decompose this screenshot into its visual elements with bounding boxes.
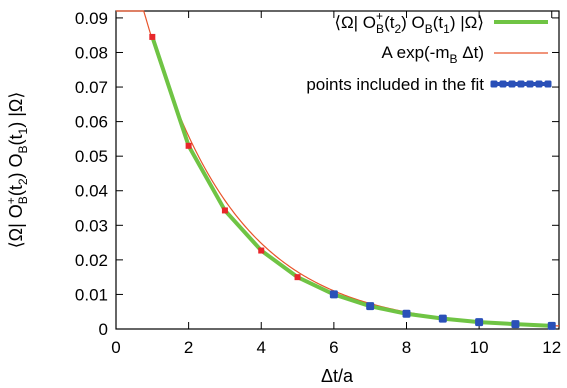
- legend-fit-marker: [544, 80, 552, 88]
- x-tick-labels: 0 2 4 6 8 10 12: [111, 338, 561, 357]
- y-tick-label: 0.07: [75, 78, 108, 97]
- legend-label-fit-points: points included in the fit: [306, 75, 484, 94]
- fit-points: [329, 290, 556, 330]
- plot-frame: [115, 10, 560, 330]
- data-point: [149, 33, 156, 40]
- fit-point: [402, 309, 411, 318]
- legend-fit-marker: [508, 80, 516, 88]
- fit-point: [438, 314, 447, 323]
- legend-fit-marker: [499, 80, 507, 88]
- y-tick-label: 0.01: [75, 285, 108, 304]
- y-tick-label: 0.06: [75, 113, 108, 132]
- y-tick-label: 0.04: [75, 182, 108, 201]
- x-tick-label: 12: [542, 338, 561, 357]
- legend-fit-marker: [535, 80, 543, 88]
- fit-point: [511, 320, 520, 329]
- x-tick-label: 10: [470, 338, 489, 357]
- y-tick-label: 0.08: [75, 43, 108, 62]
- fit-point: [475, 318, 484, 327]
- data-point: [294, 274, 301, 281]
- legend: ⟨Ω| O+ B(t2) OB(t1) |Ω⟩ A exp(-mB Δt) poi…: [306, 9, 552, 94]
- x-tick-label: 0: [111, 338, 120, 357]
- data-point: [258, 247, 265, 254]
- legend-label-data: ⟨Ω| O+ B(t2) OB(t1) |Ω⟩: [334, 9, 484, 36]
- x-tick-label: 2: [184, 338, 193, 357]
- y-tick-labels: 0 0.01 0.02 0.03 0.04 0.05 0.06 0.07 0.08 0.09: [75, 9, 108, 339]
- data-series-line: [150, 36, 552, 328]
- legend-fit-marker: [517, 80, 525, 88]
- legend-fit-marker: [490, 80, 498, 88]
- x-tick-label: 6: [329, 338, 338, 357]
- y-tick-label: 0.09: [75, 9, 108, 28]
- fit-curve-line: [116, 10, 560, 327]
- y-tick-label: 0: [99, 320, 108, 339]
- y-axis-title: ⟨Ω| O+B(t2) OB(t1) |Ω⟩: [4, 92, 30, 249]
- x-tick-label: 4: [257, 338, 266, 357]
- data-point: [185, 142, 192, 149]
- fit-point: [547, 321, 556, 330]
- y-tick-label: 0.05: [75, 147, 108, 166]
- x-axis-title: Δt/a: [321, 366, 354, 386]
- x-tick-label: 8: [402, 338, 411, 357]
- data-point: [221, 207, 228, 214]
- y-tick-label: 0.02: [75, 251, 108, 270]
- y-tick-label: 0.03: [75, 216, 108, 235]
- fit-point: [329, 290, 338, 299]
- tick-marks: [115, 11, 559, 330]
- legend-label-fit: A exp(-mB Δt): [381, 43, 484, 66]
- legend-fit-markers: [490, 80, 552, 88]
- legend-fit-marker: [526, 80, 534, 88]
- fit-point: [366, 302, 375, 311]
